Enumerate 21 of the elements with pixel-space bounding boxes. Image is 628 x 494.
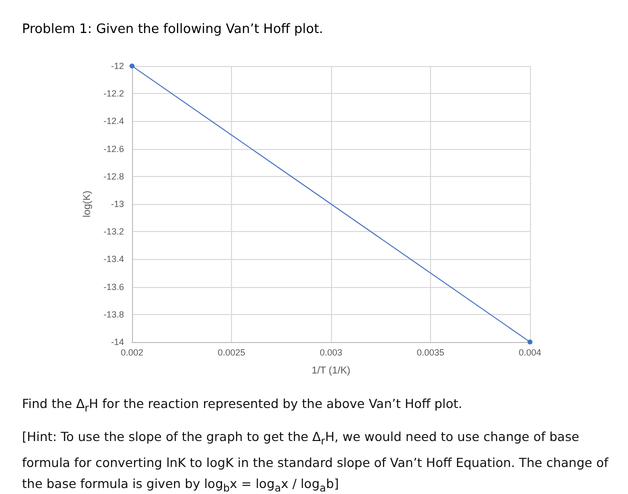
y-tick-label: -12.4 [103,116,124,126]
y-tick-label: -13 [110,199,124,209]
x-axis-title: 1/T (1/K) [312,366,350,376]
x-tick-label: 0.0035 [416,348,444,358]
y-tick-label: -13.2 [103,226,124,237]
y-axis-title: log(K) [82,190,94,218]
y-tick-label: -12.2 [103,88,124,99]
y-tick-label: -12.8 [103,171,124,182]
y-tick-label: -14 [110,337,124,347]
y-tick-label: -13.6 [103,282,124,292]
y-tick-label: -12.6 [103,144,124,154]
x-tick-label: 0.0025 [218,348,246,358]
y-tick-label: -12 [110,61,124,71]
text: [Hint: To use the slope of the graph to get the Δ$_{r}$H, we would need to use change of base formula for converting lnK to logK in the standard slope of Van’t Hoff Equation. The change of the base formula is given by log$_{b}$x = log$_{a}$x / log$_{a}$b] [22,428,608,494]
text: Find the Δ$_{r}$H for the reaction represented by the above Van’t Hoff plot. [22,395,464,416]
y-tick-label: -13.8 [103,309,124,320]
y-tick-label: -13.4 [103,254,124,264]
x-tick-label: 0.004 [518,348,542,358]
x-tick-label: 0.002 [120,348,144,358]
chart-title: Problem 1: Given the following Van’t Hoff plot. [22,22,324,37]
x-tick-label: 0.003 [320,348,342,358]
